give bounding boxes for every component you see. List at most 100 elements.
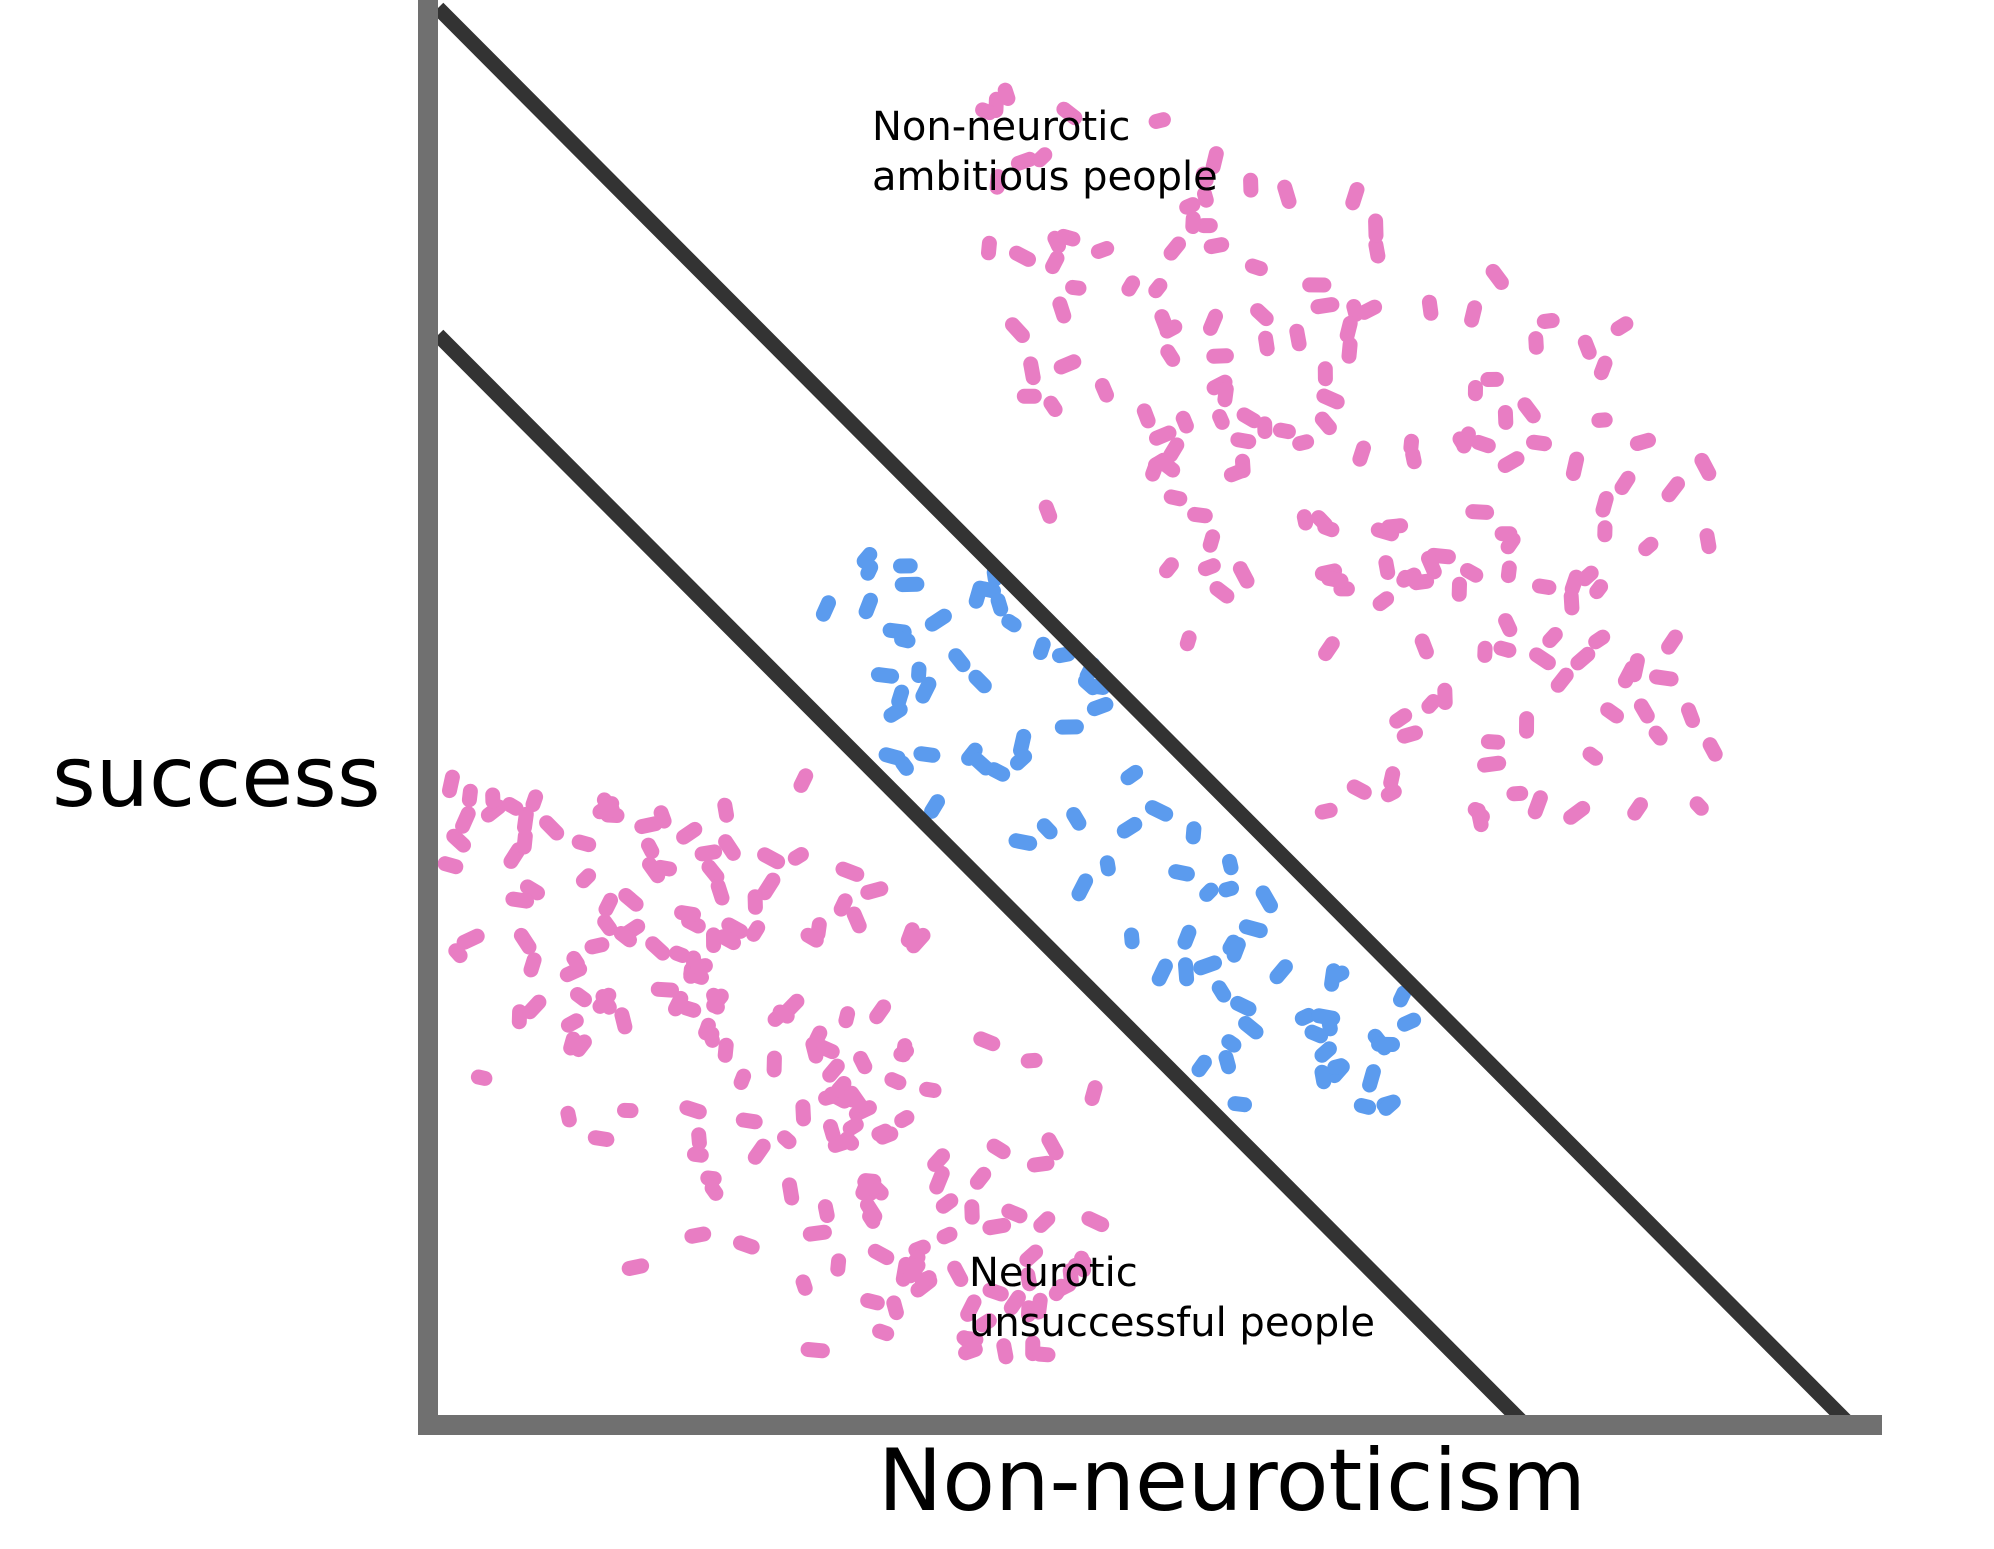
middle-band-cluster-dot — [1229, 1042, 1234, 1046]
lower-left-cluster-dot — [702, 852, 715, 854]
upper-right-cluster-dot — [1571, 596, 1572, 608]
lower-left-cluster-dot — [780, 1012, 787, 1016]
lower-left-cluster-dot — [843, 869, 857, 874]
lower-left-cluster-dot — [877, 1007, 884, 1017]
middle-band-cluster-dot — [1132, 935, 1133, 942]
upper-right-cluster-dot — [1596, 637, 1603, 642]
upper-right-cluster-dot — [1238, 440, 1249, 442]
lower-left-cluster-dot — [626, 896, 636, 905]
middle-band-cluster-dot — [1044, 826, 1050, 832]
lower-left-cluster-dot — [892, 1080, 899, 1083]
middle-band-cluster-dot — [1186, 965, 1187, 979]
middle-band-cluster-dot — [823, 603, 828, 614]
upper-right-cluster-dot — [1098, 249, 1106, 252]
lower-left-cluster-dot — [650, 864, 658, 875]
lower-left-cluster-dot — [686, 1008, 694, 1010]
upper-right-cluster-dot — [1156, 460, 1164, 465]
lower-left-cluster-dot — [741, 1076, 744, 1082]
middle-band-cluster-dot — [1246, 927, 1260, 931]
lower-left-cluster-dot — [699, 1135, 700, 1143]
annotation-bottom-line-2: unsuccessful people — [969, 1298, 1375, 1348]
upper-right-cluster-dot — [1405, 577, 1419, 581]
lower-left-cluster-dot — [914, 935, 923, 945]
annotation-top-line-1: Non-neurotic — [872, 102, 1218, 152]
upper-right-cluster-dot — [1656, 733, 1660, 738]
lower-left-cluster-dot — [803, 1107, 804, 1119]
upper-right-cluster-dot — [1013, 325, 1023, 336]
lower-left-cluster-dot — [531, 960, 534, 970]
lower-left-cluster-dot — [808, 935, 816, 940]
lower-left-cluster-dot — [718, 886, 722, 898]
lower-left-cluster-dot — [1049, 1140, 1056, 1153]
lower-left-cluster-dot — [839, 1084, 844, 1090]
upper-right-cluster-dot — [1603, 499, 1606, 511]
upper-right-cluster-dot — [1266, 338, 1268, 349]
middle-band-cluster-dot — [886, 755, 898, 758]
lower-left-cluster-dot — [765, 880, 773, 893]
lower-left-cluster-dot — [741, 1243, 753, 1247]
upper-right-cluster-dot — [1322, 419, 1329, 428]
lower-left-cluster-dot — [525, 814, 527, 827]
middle-band-cluster-dot — [1021, 736, 1024, 750]
upper-right-cluster-dot — [1475, 810, 1482, 817]
middle-band-cluster-dot — [1094, 705, 1106, 709]
middle-band-cluster-dot — [1386, 1103, 1392, 1108]
middle-band-cluster-dot — [932, 802, 938, 812]
upper-right-cluster-dot — [1214, 356, 1227, 357]
upper-right-cluster-dot — [1171, 445, 1177, 455]
upper-right-cluster-dot — [1669, 637, 1676, 647]
upper-right-cluster-dot — [1325, 527, 1332, 530]
upper-right-cluster-dot — [1634, 661, 1637, 675]
middle-band-cluster-dot — [1263, 893, 1270, 906]
upper-right-cluster-dot — [1535, 798, 1540, 812]
upper-right-cluster-dot — [1005, 90, 1008, 98]
middle-band-cluster-dot — [1335, 1066, 1341, 1068]
upper-right-cluster-dot — [1572, 577, 1576, 589]
upper-right-cluster-dot — [1031, 364, 1034, 378]
lower-left-cluster-dot — [841, 901, 845, 909]
middle-band-cluster-dot — [1238, 1003, 1249, 1009]
middle-band-cluster-dot — [1277, 967, 1285, 977]
middle-band-cluster-dot — [1361, 1106, 1368, 1108]
upper-right-cluster-dot — [1225, 389, 1226, 400]
upper-right-cluster-dot — [1297, 331, 1299, 344]
upper-right-cluster-dot — [1488, 742, 1497, 743]
upper-right-cluster-dot — [1411, 441, 1412, 447]
lower-left-cluster-dot — [1009, 1211, 1020, 1216]
upper-right-cluster-dot — [1376, 245, 1378, 256]
upper-right-cluster-dot — [1187, 638, 1189, 644]
upper-right-cluster-dot — [1285, 187, 1289, 201]
upper-right-cluster-dot — [1585, 573, 1592, 579]
lower-left-cluster-dot — [817, 1033, 820, 1040]
middle-band-cluster-dot — [1405, 1020, 1414, 1024]
lower-left-cluster-dot — [709, 867, 717, 877]
upper-right-cluster-dot — [1183, 418, 1186, 426]
upper-right-cluster-dot — [1710, 745, 1715, 755]
lower-left-cluster-dot — [723, 937, 734, 943]
lower-left-cluster-dot — [642, 824, 656, 827]
middle-band-cluster-dot — [1226, 888, 1232, 890]
upper-right-cluster-dot — [1063, 236, 1073, 239]
lower-left-cluster-dot — [510, 805, 517, 809]
middle-band-cluster-dot — [1124, 824, 1135, 831]
lower-left-cluster-dot — [830, 1066, 838, 1075]
lower-left-cluster-dot — [463, 814, 469, 827]
upper-right-cluster-dot — [1404, 733, 1415, 736]
lower-left-cluster-dot — [1089, 1219, 1102, 1225]
middle-band-cluster-dot — [899, 692, 902, 701]
middle-band-cluster-dot — [1107, 863, 1108, 869]
upper-right-cluster-dot — [1429, 302, 1431, 313]
upper-right-cluster-dot — [1597, 587, 1601, 592]
lower-left-cluster-dot — [714, 995, 718, 1007]
upper-right-cluster-dot — [1571, 808, 1583, 817]
lower-left-cluster-dot — [838, 1261, 839, 1269]
middle-band-cluster-dot — [1009, 621, 1014, 625]
lower-left-cluster-dot — [922, 1278, 929, 1281]
lower-left-cluster-dot — [754, 928, 758, 935]
upper-right-cluster-dot — [1637, 440, 1648, 443]
lower-left-cluster-dot — [808, 1350, 822, 1351]
lower-left-cluster-dot — [810, 1232, 824, 1234]
lower-left-cluster-dot — [910, 1265, 918, 1275]
x-axis-label: Non-neuroticism — [878, 1438, 1586, 1524]
